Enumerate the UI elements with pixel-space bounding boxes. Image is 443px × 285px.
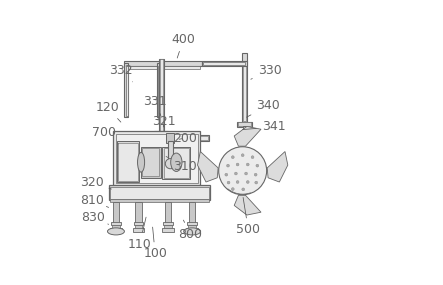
Bar [113,131,200,186]
Circle shape [234,172,237,175]
Bar [186,228,198,232]
Bar [168,141,173,162]
Text: 320: 320 [80,176,112,189]
Circle shape [226,164,229,167]
Bar [143,148,159,176]
Circle shape [241,154,244,157]
Bar [111,222,121,225]
Bar [110,199,209,202]
Circle shape [242,188,245,191]
Bar [132,228,144,232]
Bar [159,59,164,189]
Text: 120: 120 [95,101,121,122]
Bar [165,202,171,223]
Bar [117,141,139,182]
Bar [124,64,128,117]
Bar [110,228,122,232]
Bar [189,202,195,223]
Bar [113,202,119,223]
Text: 400: 400 [171,33,195,58]
Bar [238,123,251,127]
Bar [154,131,168,140]
Circle shape [231,188,234,190]
Text: 200: 200 [173,132,197,145]
Circle shape [165,158,175,169]
Bar [155,132,167,139]
Ellipse shape [108,228,124,235]
Text: 110: 110 [128,217,152,251]
Polygon shape [234,195,261,215]
Circle shape [255,181,258,184]
Polygon shape [198,152,218,182]
Text: 800: 800 [179,220,202,241]
Circle shape [225,173,228,176]
Bar [243,126,246,140]
Text: 341: 341 [243,121,286,133]
Bar [243,61,246,121]
Ellipse shape [137,152,144,172]
Text: 100: 100 [143,227,167,260]
Text: 810: 810 [80,194,109,207]
Bar [126,66,200,69]
Circle shape [246,163,249,166]
Bar [164,136,208,140]
Polygon shape [267,152,288,182]
Circle shape [246,181,249,184]
Text: 310: 310 [166,156,197,173]
Circle shape [236,163,239,166]
Circle shape [245,172,248,175]
Circle shape [251,156,254,158]
Bar [160,59,163,188]
Bar [141,147,161,178]
Text: 332: 332 [109,64,133,82]
Bar [134,222,144,225]
Text: 340: 340 [247,99,280,117]
Circle shape [231,156,234,158]
Ellipse shape [171,153,182,172]
Bar [126,66,128,116]
Text: 500: 500 [236,198,260,237]
Bar [187,222,197,225]
Bar [118,142,138,181]
Bar [109,185,210,200]
Bar [203,62,245,65]
Bar [136,202,142,223]
Bar [163,222,173,225]
Bar [163,148,189,178]
Bar [162,147,190,179]
Bar [110,186,209,199]
Bar [135,225,143,229]
Bar [116,134,198,184]
Bar [188,225,196,229]
Circle shape [219,147,267,195]
Bar [164,225,172,229]
Bar [163,135,209,141]
Text: 330: 330 [251,64,281,79]
Bar [237,122,252,127]
Circle shape [256,164,259,167]
Text: 830: 830 [81,211,109,224]
Ellipse shape [184,228,201,235]
Circle shape [227,181,230,184]
Bar [202,61,247,66]
Bar [242,53,247,61]
Text: 700: 700 [93,126,118,144]
Polygon shape [234,127,261,146]
Bar [124,61,202,66]
Bar [158,66,160,116]
Bar [167,133,174,143]
Bar [242,61,247,123]
Circle shape [254,173,257,176]
Circle shape [236,181,239,184]
Bar [112,225,120,229]
Bar [162,228,174,232]
Text: 331: 331 [144,95,167,116]
Bar [156,64,161,117]
Text: 321: 321 [152,115,175,128]
